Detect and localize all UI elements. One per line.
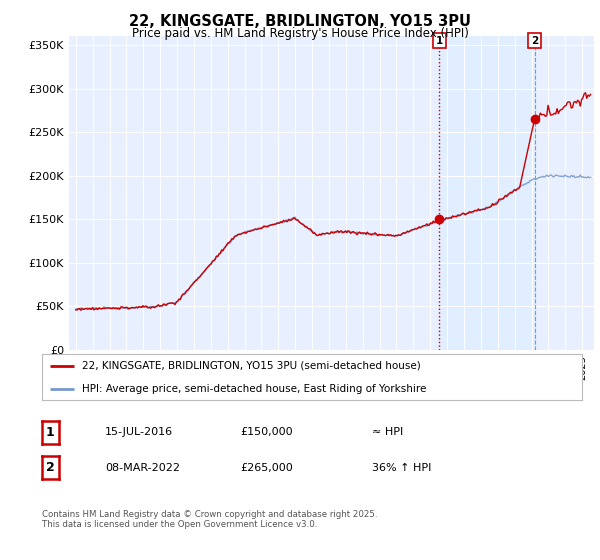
Text: 2: 2	[46, 461, 55, 474]
Text: 36% ↑ HPI: 36% ↑ HPI	[372, 463, 431, 473]
Text: Price paid vs. HM Land Registry's House Price Index (HPI): Price paid vs. HM Land Registry's House …	[131, 27, 469, 40]
Text: 1: 1	[436, 36, 443, 46]
Bar	[439, 36, 535, 350]
Text: 22, KINGSGATE, BRIDLINGTON, YO15 3PU (semi-detached house): 22, KINGSGATE, BRIDLINGTON, YO15 3PU (se…	[83, 361, 421, 371]
Text: 22, KINGSGATE, BRIDLINGTON, YO15 3PU: 22, KINGSGATE, BRIDLINGTON, YO15 3PU	[129, 14, 471, 29]
Text: 15-JUL-2016: 15-JUL-2016	[105, 427, 173, 437]
Text: ≈ HPI: ≈ HPI	[372, 427, 403, 437]
Text: 2: 2	[531, 36, 538, 46]
Text: £150,000: £150,000	[240, 427, 293, 437]
Text: HPI: Average price, semi-detached house, East Riding of Yorkshire: HPI: Average price, semi-detached house,…	[83, 384, 427, 394]
Text: 08-MAR-2022: 08-MAR-2022	[105, 463, 180, 473]
Text: 1: 1	[46, 426, 55, 439]
Text: £265,000: £265,000	[240, 463, 293, 473]
Text: Contains HM Land Registry data © Crown copyright and database right 2025.
This d: Contains HM Land Registry data © Crown c…	[42, 510, 377, 529]
